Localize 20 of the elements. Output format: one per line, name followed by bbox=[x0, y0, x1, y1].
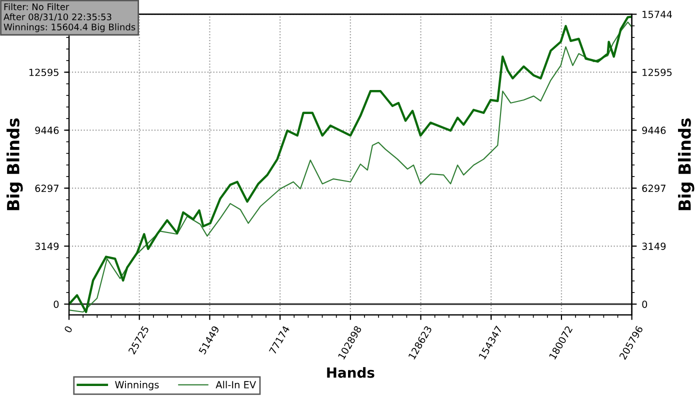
y-tick-label: 12595 bbox=[29, 68, 58, 76]
annotation: Winnings: 15604.4 Big Blinds bbox=[4, 23, 136, 32]
y2-tick-label: 9446 bbox=[642, 126, 666, 134]
y-tick-label: 0 bbox=[54, 300, 59, 308]
y2-tick-label: 15744 bbox=[642, 10, 672, 18]
legend-label: All-In EV bbox=[216, 380, 256, 388]
y2-tick-label: 6297 bbox=[642, 184, 666, 192]
y-tick-label: 9446 bbox=[35, 126, 59, 134]
y2-axis-title: Big Blinds bbox=[678, 118, 694, 210]
annotation: After 08/31/10 22:35:53 bbox=[4, 13, 112, 22]
x-tick-label: 0 bbox=[64, 325, 73, 334]
text: Filter: No Filter bbox=[4, 3, 70, 10]
y2-tick-label: 3149 bbox=[642, 242, 666, 250]
legend-label: Winnings bbox=[115, 380, 159, 390]
x-axis-title: Hands bbox=[327, 367, 374, 378]
y-tick-label: 6297 bbox=[35, 184, 58, 192]
y-axis-title: Big Blinds bbox=[6, 118, 23, 210]
y2-tick-label: 0 bbox=[642, 300, 648, 308]
y-tick-label: 3149 bbox=[35, 242, 59, 250]
y2-tick-label: 12595 bbox=[642, 68, 672, 76]
